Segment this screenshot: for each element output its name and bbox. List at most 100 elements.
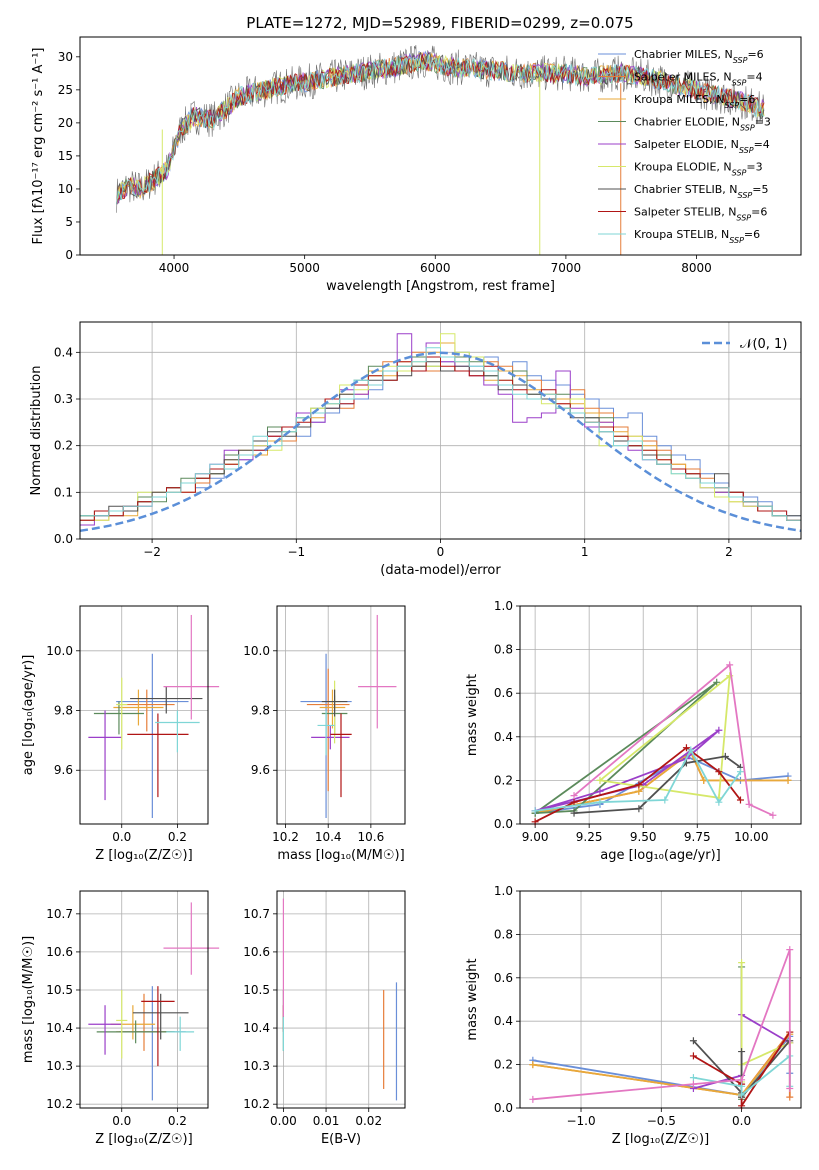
spectrum-axes: 4000 5000 6000 7000 8000 0 5 10 15 20 25 30 waveleng… [31, 45, 771, 294]
x-axis-label: Z [log₁₀(Z/Z☉)] [95, 1132, 192, 1147]
y-tick-label: 0.0 [494, 1101, 513, 1115]
weight-marker-kroupa_stelib [531, 807, 539, 815]
x-tick-label: 9.00 [522, 830, 549, 844]
weight-marker-kroupa_stelib [736, 768, 744, 776]
spectrum-model-kroupa_stelib [116, 54, 765, 205]
gaussian-curve [79, 351, 802, 533]
y-axis-label: mass [log₁₀(M/M☉)] [21, 936, 36, 1063]
y-tick-label: 10.0 [243, 644, 270, 658]
residual_hist-axes: −2 −1 0 1 2 0.0 0.1 0.2 0.3 0.4 (data-model)/error… [29, 322, 802, 578]
y-tick-label: 10.5 [243, 983, 270, 997]
x-axis-label: (data-model)/error [380, 563, 501, 578]
weight-marker-pink [738, 1076, 746, 1084]
weight-line-kroupa_stelib [534, 747, 742, 812]
y-axis-label: mass weight [465, 674, 480, 756]
x-tick-label: 10.6 [358, 830, 385, 844]
mass_vs_EBV-frame [276, 890, 406, 1109]
y-axis-label: Normed distribution [29, 366, 44, 496]
histogram-salpeter_stelib [80, 356, 802, 525]
x-axis-label: mass [log₁₀(M/M☉)] [277, 848, 404, 863]
y-tick-label: 15 [58, 149, 73, 163]
x-tick-label: −2 [143, 545, 161, 559]
mass_weight_vs_age-axes: 9.00 9.25 9.50 9.75 10.00 0.0 0.2 0.4 0.6 0.8 1.0 a… [465, 599, 801, 863]
y-tick-label: 20 [58, 116, 73, 130]
weight-marker-salpeter_miles [786, 1093, 794, 1101]
weight-marker-chabrier_stelib [570, 809, 578, 817]
spectrum-lines [116, 45, 765, 255]
x-tick-label: 9.75 [684, 830, 711, 844]
y-axis-label: mass weight [465, 958, 480, 1040]
legend-label-salpeter_elodie: Salpeter ELODIE, NSSP=4 [634, 138, 770, 155]
weight-marker-salpeter_stelib [635, 781, 643, 789]
weight-marker-pink [689, 1080, 697, 1088]
figure-title: PLATE=1272, MJD=52989, FIBERID=0299, z=0… [246, 14, 633, 32]
weight-marker-kroupa_miles [700, 776, 708, 784]
x-tick-label: 0.0 [112, 1114, 131, 1128]
y-tick-label: 0.8 [494, 927, 513, 941]
weight-marker-kroupa_miles [635, 787, 643, 795]
x-axis-label: wavelength [Angstrom, rest frame] [326, 279, 555, 294]
y-tick-label: 10.4 [243, 1021, 270, 1035]
weight-marker-pink [745, 800, 753, 808]
y-tick-label: 0.8 [494, 643, 513, 657]
age_vs_Z-frame [79, 605, 209, 825]
x-tick-label: 7000 [551, 261, 582, 275]
y-axis-label: Flux [fλ10⁻¹⁷ erg cm⁻² s⁻¹ A⁻¹] [31, 48, 46, 245]
y-tick-label: 0.0 [494, 817, 513, 831]
weight-marker-chabrier_stelib [689, 1037, 697, 1045]
y-tick-label: 0.6 [494, 686, 513, 700]
weight-marker-kroupa_stelib [715, 798, 723, 806]
y-tick-label: 10.3 [243, 1059, 270, 1073]
x-tick-label: −0.5 [647, 1114, 676, 1128]
weight-marker-kroupa_stelib [687, 746, 695, 754]
weight-marker-pink [786, 1084, 794, 1092]
x-axis-label: Z [log₁₀(Z/Z☉)] [612, 1132, 709, 1147]
legend-label-kroupa_stelib: Kroupa STELIB, NSSP=6 [634, 228, 760, 245]
y-tick-label: 10.7 [243, 907, 270, 921]
y-tick-label: 1.0 [494, 599, 513, 613]
x-axis-label: E(B-V) [321, 1132, 361, 1147]
weight-marker-pink [769, 811, 777, 819]
y-tick-label: 0.4 [494, 1014, 513, 1028]
weight-line-pink [573, 663, 774, 817]
weight-marker-kroupa_stelib [596, 798, 604, 806]
x-tick-label: 4000 [159, 261, 190, 275]
weight-marker-pink [726, 661, 734, 669]
weight-marker-salpeter_elodie [596, 787, 604, 795]
weight-marker-chabrier_stelib [721, 752, 729, 760]
x-tick-label: 9.25 [576, 830, 603, 844]
weight-marker-kroupa_stelib [738, 1091, 746, 1099]
y-tick-label: 10.2 [46, 1097, 73, 1111]
weight-marker-kroupa_elodie [596, 776, 604, 784]
x-tick-label: 0.0 [112, 830, 131, 844]
y-tick-label: 9.8 [54, 704, 73, 718]
x-tick-label: −1 [287, 545, 305, 559]
mass_weight_vs_Z-axes: −1.0 −0.5 0.0 0.0 0.2 0.4 0.6 0.8 1.0 Z [log₁₀(Z/… [465, 884, 801, 1147]
y-tick-label: 0.3 [54, 392, 73, 406]
x-tick-label: 10.2 [272, 830, 299, 844]
y-tick-label: 0.4 [54, 345, 73, 359]
age_vs_mass-frame [276, 605, 406, 825]
weight-marker-kroupa_stelib [661, 796, 669, 804]
weight-marker-pink [570, 792, 578, 800]
weight-marker-pink [529, 1095, 537, 1103]
x-axis-label: Z [log₁₀(Z/Z☉)] [95, 848, 192, 863]
x-axis-label: age [log₁₀(age/yr)] [600, 848, 721, 863]
y-tick-label: 0.2 [494, 1058, 513, 1072]
x-tick-label: 10.4 [315, 830, 342, 844]
mass_vs_Z-frame [79, 890, 209, 1109]
age_vs_mass-axes: 10.2 10.4 10.6 9.6 9.8 10.0 mass [log₁₀(M/M☉)] [243, 606, 405, 863]
y-tick-label: 5 [65, 215, 73, 229]
weight-marker-salpeter_elodie [715, 726, 723, 734]
x-tick-label: 0.2 [168, 1114, 187, 1128]
x-tick-label: 0 [437, 545, 445, 559]
y-tick-label: 10.3 [46, 1059, 73, 1073]
histogram-steps [80, 333, 802, 526]
y-tick-label: 30 [58, 50, 73, 64]
age_vs_Z-axes: 0.0 0.2 9.6 9.8 10.0 Z [log₁₀(Z/Z☉)] age [log₁… [21, 606, 220, 863]
y-tick-label: 10.7 [46, 907, 73, 921]
weight-marker-kroupa_miles [784, 776, 792, 784]
weight-marker-kroupa_stelib [738, 1082, 746, 1090]
y-tick-label: 25 [58, 83, 73, 97]
